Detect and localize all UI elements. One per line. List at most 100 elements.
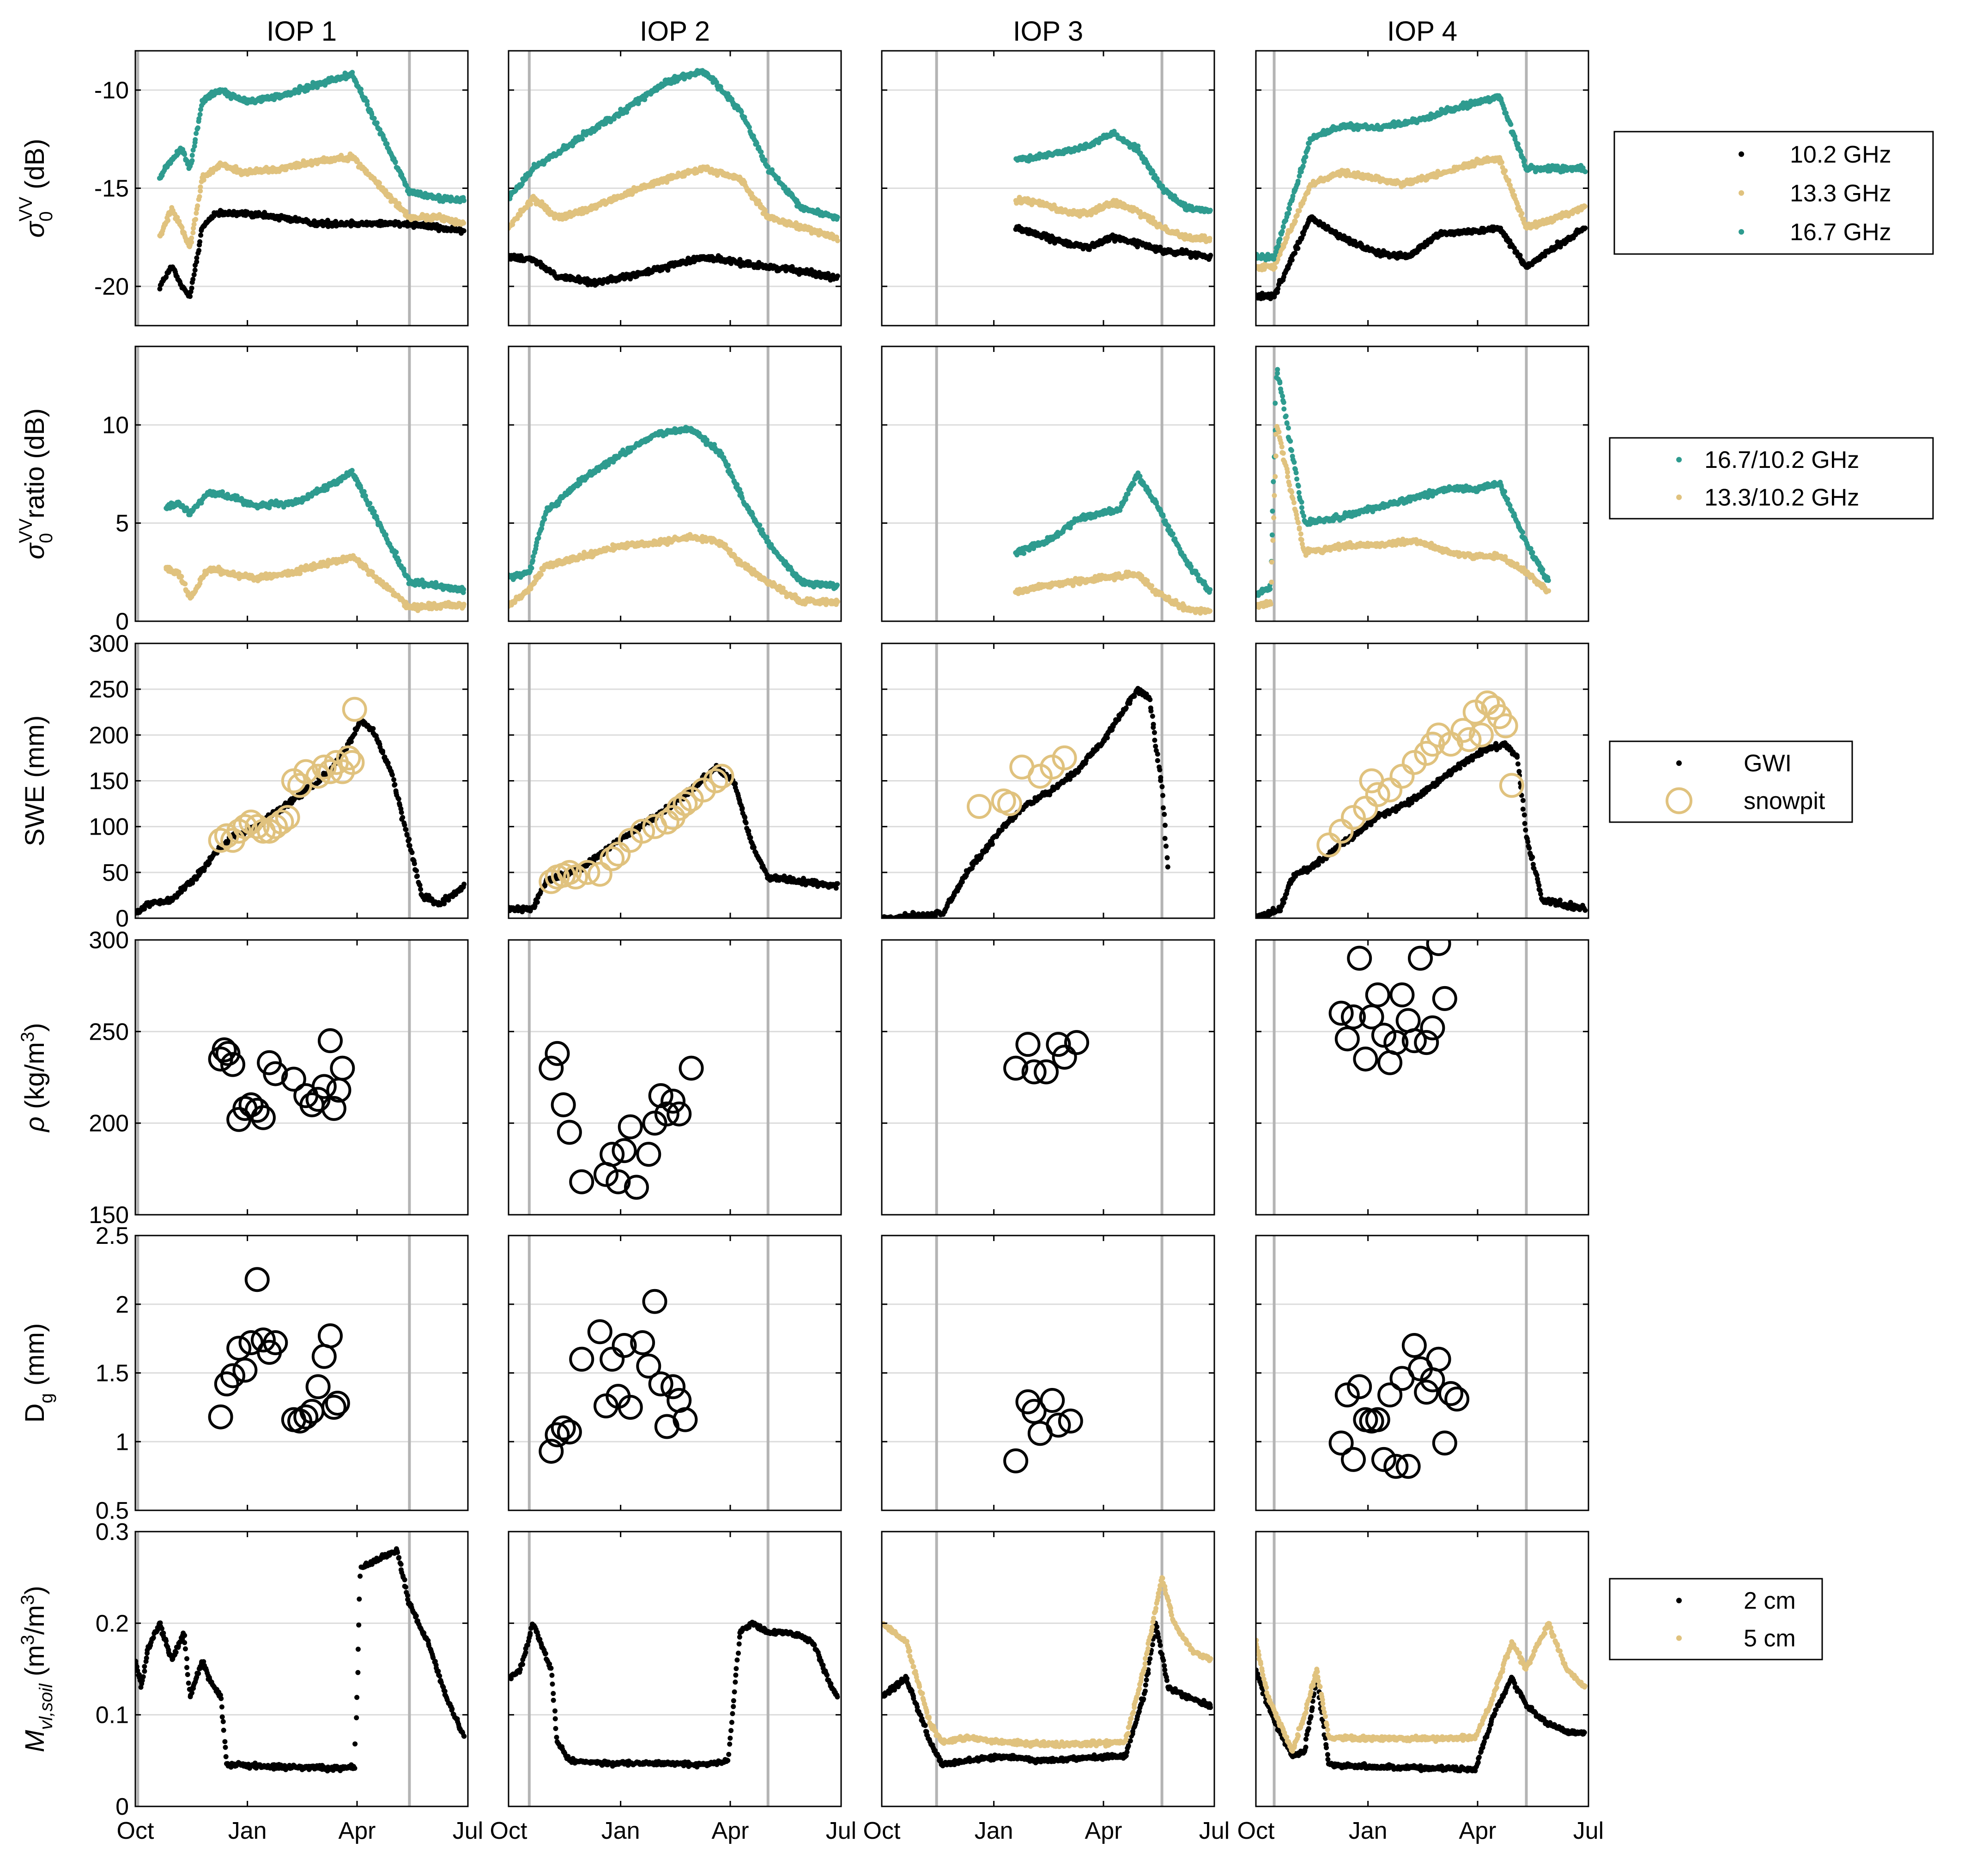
data-point (1003, 1448, 1029, 1473)
data-points (509, 68, 840, 222)
data-point (606, 1169, 631, 1194)
data-point (1365, 782, 1390, 807)
data-point (642, 1289, 667, 1314)
data-points (509, 532, 841, 609)
data-point (1377, 777, 1403, 803)
svg-text:ρ (kg/m3): ρ (kg/m3) (18, 1023, 50, 1133)
series-points (1003, 1030, 1089, 1084)
axes-frame (1255, 345, 1589, 622)
series-16-7-10-2-ghz (1013, 470, 1213, 595)
data-point (1347, 945, 1372, 971)
data-point (1426, 940, 1451, 956)
data-point (1365, 982, 1390, 1007)
data-point (600, 1346, 625, 1372)
data-points (164, 468, 467, 595)
y-tick-label: 300 (89, 927, 129, 954)
series-13-3-ghz (509, 164, 840, 243)
svg-text:σ0VVratio (dB): σ0VVratio (dB) (16, 408, 56, 559)
data-point (709, 763, 734, 789)
data-point (317, 1323, 343, 1349)
data-point (1371, 1447, 1396, 1472)
x-tick-label: Jan (975, 1818, 1013, 1844)
x-tick-label: Apr (1085, 1818, 1122, 1844)
legend-marker (1739, 151, 1744, 157)
x-tick-label: Oct (117, 1818, 154, 1844)
data-point (630, 1330, 655, 1356)
y-axis-label: ρ (kg/m3) (18, 1023, 50, 1133)
series-10-2-ghz (157, 208, 467, 299)
legend-box (1613, 131, 1934, 255)
panel-grain-1: 0.5 1 1.5 2 2.5 (96, 1223, 469, 1524)
series-13-3-10-2-ghz (509, 532, 841, 609)
data-point (1444, 1387, 1470, 1412)
data-point (1003, 1055, 1029, 1081)
panel-sigma-1: -20 -15 -10 (94, 50, 469, 327)
axes-frame (881, 345, 1215, 622)
legend-label: GWI (1744, 750, 1792, 777)
axes-frame (881, 1531, 1215, 1807)
series-13-3-ghz (1013, 194, 1212, 244)
data-point (263, 1061, 288, 1086)
data-point (624, 1175, 649, 1200)
data-point (636, 1142, 661, 1167)
panel-grain-3 (881, 1235, 1215, 1511)
data-point (325, 1390, 350, 1416)
data-point (250, 1327, 276, 1353)
legend-box (1609, 740, 1853, 823)
x-tick-label: Jan (1349, 1818, 1388, 1844)
data-point (317, 1028, 343, 1054)
data-point (563, 864, 588, 890)
data-points (157, 208, 467, 299)
data-point (1395, 1008, 1421, 1033)
x-tick-label: Apr (712, 1818, 749, 1844)
data-point (587, 1319, 612, 1345)
y-axis-label: σ0VV (dB) (16, 139, 56, 237)
data-point (250, 1105, 276, 1130)
data-points (1256, 367, 1551, 598)
series-13-3-ghz (157, 151, 467, 249)
legend-label: 10.2 GHz (1790, 141, 1891, 168)
data-point (1353, 1046, 1378, 1072)
data-point (1034, 1059, 1059, 1084)
data-point (1052, 745, 1077, 770)
series-16-7-ghz (509, 68, 840, 222)
panel-swe-4 (1255, 642, 1589, 919)
series-points (1003, 1388, 1083, 1473)
panel-density-2 (508, 939, 842, 1216)
data-point (232, 814, 258, 839)
data-point (630, 818, 655, 844)
data-point (244, 1097, 270, 1123)
x-tick-label: Jan (228, 1818, 267, 1844)
data-point (1432, 986, 1457, 1011)
series-points (208, 1028, 355, 1132)
panel-soil-4: Oct Jan Apr Jul (1237, 1531, 1604, 1844)
legend-marker (1676, 457, 1682, 463)
x-tick-label: Oct (1237, 1818, 1275, 1844)
y-tick-label: 10 (102, 412, 129, 439)
y-tick-label: -20 (94, 273, 129, 300)
panel-ratio-1: 0 5 10 (102, 345, 469, 635)
x-tick-label: Jan (601, 1818, 640, 1844)
data-points (1013, 194, 1212, 244)
y-axis-label: σ0VVratio (dB) (16, 408, 56, 559)
data-point (557, 860, 582, 885)
data-point (1052, 1044, 1077, 1070)
data-points (1256, 740, 1588, 918)
y-tick-label: 0.3 (96, 1519, 129, 1545)
series-points (539, 1041, 704, 1200)
data-point (648, 1371, 673, 1397)
y-tick-label: 2 (115, 1291, 129, 1318)
panel-soil-2: Oct Jan Apr Jul (490, 1531, 856, 1844)
data-points (1256, 214, 1588, 302)
column-title: IOP 1 (267, 16, 337, 47)
series-gwi (1256, 740, 1588, 918)
data-points (164, 553, 467, 613)
data-point (1420, 1015, 1445, 1041)
series-10-2-ghz (509, 252, 840, 288)
series-points (1328, 940, 1457, 1075)
data-point (1046, 1412, 1071, 1438)
data-point (321, 1096, 346, 1121)
axes-frame (134, 1531, 469, 1807)
x-tick-label: Oct (863, 1818, 901, 1844)
data-point (1064, 1030, 1089, 1055)
